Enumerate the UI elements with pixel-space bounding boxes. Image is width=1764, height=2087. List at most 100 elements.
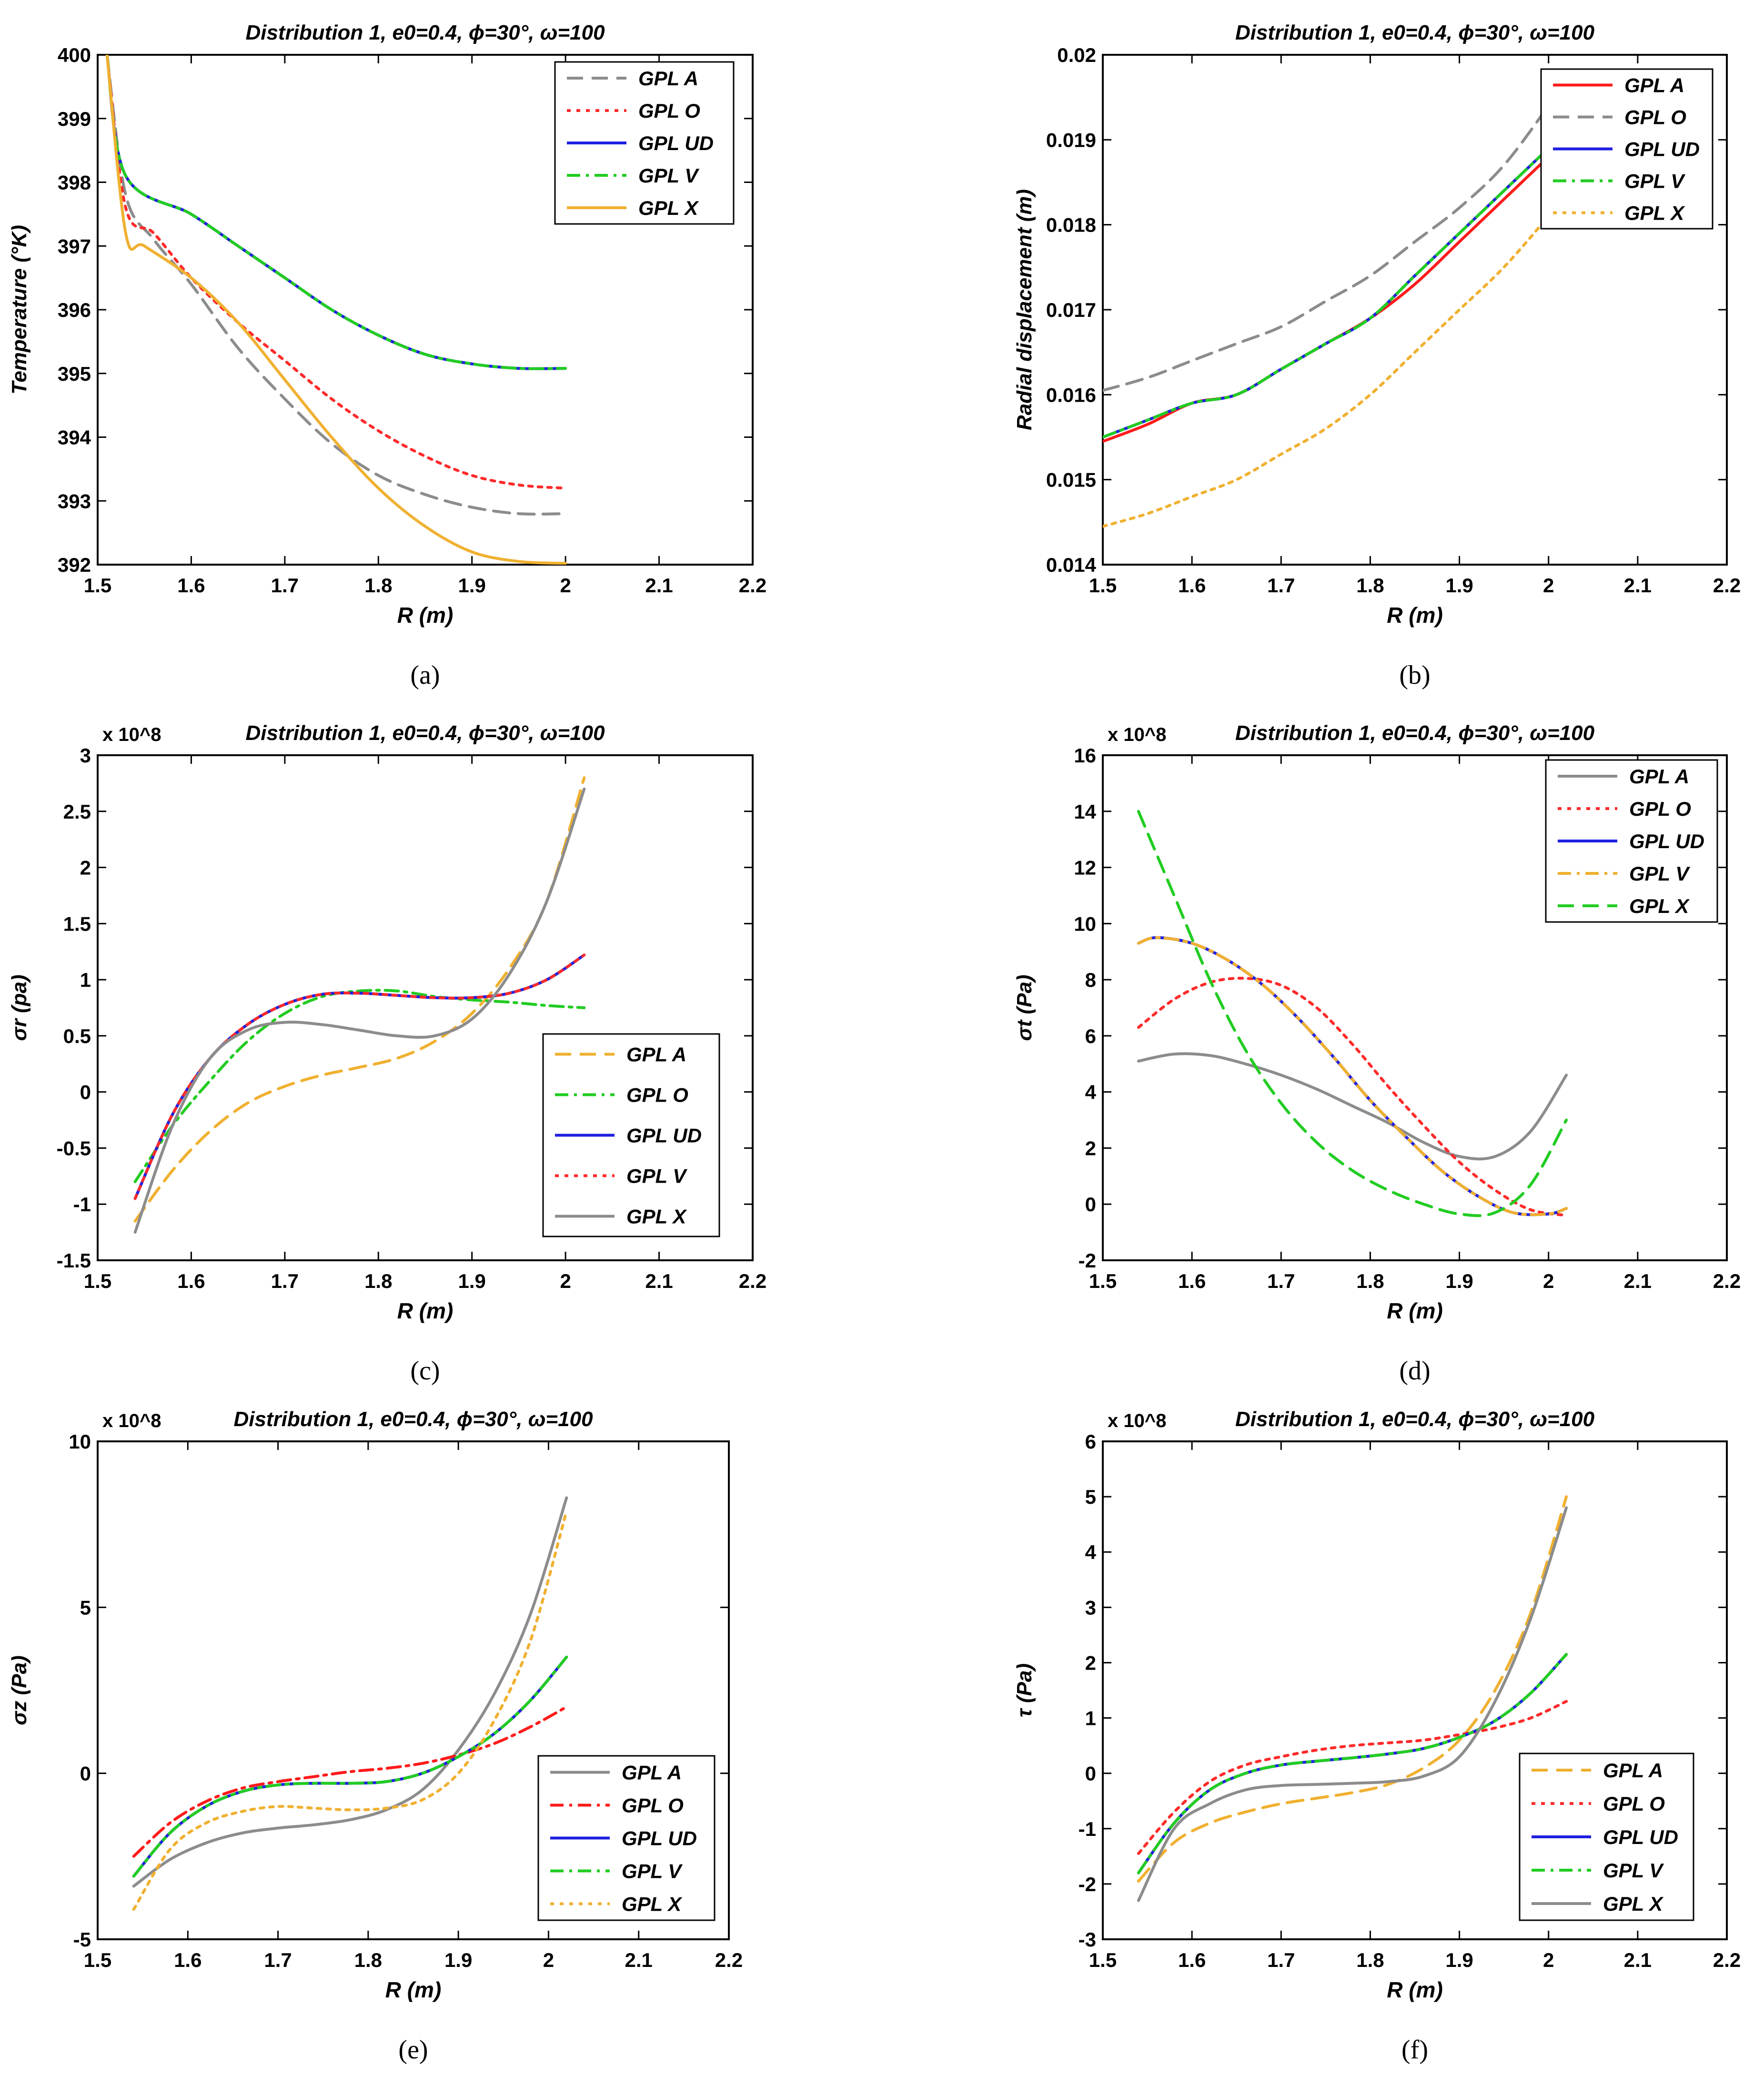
series-line-gpl-x xyxy=(1137,810,1568,1217)
x-axis-label: R (m) xyxy=(397,1298,454,1323)
x-tick-label: 1.6 xyxy=(177,1270,205,1292)
series-line-gpl-o xyxy=(105,55,567,490)
legend-entry: GPL UD xyxy=(1624,138,1700,161)
x-tick-label: 1.9 xyxy=(1445,1270,1473,1292)
legend-entry: GPL A xyxy=(626,1044,686,1066)
y-axis-label: Radial displacement (m) xyxy=(1013,189,1036,430)
y-tick-label: -3 xyxy=(1079,1928,1096,1951)
x-tick-label: 1.9 xyxy=(1445,1949,1473,1971)
x-tick-label: 1.6 xyxy=(1178,1949,1206,1971)
series-line-gpl-v xyxy=(1137,936,1568,1216)
y-tick-label: 0 xyxy=(1085,1193,1096,1216)
series-line-gpl-v xyxy=(105,55,567,370)
legend-entry: GPL O xyxy=(1629,798,1691,820)
x-axis-label: R (m) xyxy=(385,1977,442,2002)
y-tick-label: 0.014 xyxy=(1046,554,1097,576)
legend: GPL A GPL O GPL UD GPL V GPL X xyxy=(1519,1753,1694,1921)
y-tick-label: 0.015 xyxy=(1046,469,1096,491)
y-tick-label: 0.02 xyxy=(1057,44,1096,66)
x-tick-label: 2 xyxy=(1543,1949,1554,1971)
y-tick-label: 12 xyxy=(1074,857,1096,879)
y-tick-label: 399 xyxy=(58,108,91,130)
legend-entry: GPL X xyxy=(1624,202,1685,224)
y-tick-label: 16 xyxy=(1074,744,1096,767)
legend-entry: GPL V xyxy=(1629,862,1690,885)
legend: GPL A GPL O GPL UD GPL V GPL X xyxy=(537,1755,716,1921)
x-tick-label: 1.7 xyxy=(1267,1270,1295,1292)
x-tick-label: 1.9 xyxy=(458,574,486,597)
chart-panel-2: 1.5 1.6 1.7 1.8 1.9 2 2.1 2.2 0.014 0.015 0.016 0.0… xyxy=(1013,21,1741,690)
panel-caption: (d) xyxy=(1399,1356,1430,1386)
x-tick-label: 1.5 xyxy=(1089,574,1117,597)
x-tick-label: 1.5 xyxy=(84,1270,111,1292)
legend-entry: GPL X xyxy=(1603,1893,1664,1915)
panel-caption: (b) xyxy=(1399,660,1430,690)
y-tick-label: 394 xyxy=(58,426,91,449)
x-tick-label: 1.8 xyxy=(364,574,392,597)
legend-box xyxy=(554,61,735,225)
x-tick-label: 2.2 xyxy=(739,1270,766,1292)
y-tick-label: 0.019 xyxy=(1046,129,1096,151)
legend-entry: GPL V xyxy=(1603,1859,1664,1882)
series-line-gpl-v xyxy=(1137,1653,1568,1874)
chart-title: Distribution 1, e0=0.4, ϕ=30°, ω=100 xyxy=(245,21,605,44)
x-tick-label: 1.7 xyxy=(271,574,299,597)
y-tick-label: 5 xyxy=(80,1596,91,1619)
legend-entry: GPL X xyxy=(626,1206,687,1228)
axis-exponent: x 10^8 xyxy=(1108,1410,1166,1431)
series-line-gpl-x xyxy=(1137,1506,1568,1902)
legend-entry: GPL UD xyxy=(638,132,714,154)
x-tick-label: 1.8 xyxy=(354,1949,382,1971)
y-tick-label: 1.5 xyxy=(63,912,91,935)
legend-entry: GPL V xyxy=(626,1165,687,1187)
series-line-gpl-v xyxy=(132,1655,568,1878)
x-tick-label: 2 xyxy=(560,1270,571,1292)
chart-panel-5: 1.5 1.6 1.7 1.8 1.9 2 2.1 2.2 -5 0 5 10 x 10^8 Distri… xyxy=(8,1408,743,2065)
plot-frame xyxy=(1102,754,1728,1261)
y-axis-label: τ (Pa) xyxy=(1013,1663,1036,1717)
legend-entry: GPL UD xyxy=(622,1827,697,1850)
legend-entry: GPL V xyxy=(1624,170,1685,192)
x-tick-label: 1.6 xyxy=(174,1949,202,1971)
series-line-gpl-v xyxy=(1103,147,1550,439)
y-tick-label: -2 xyxy=(1079,1249,1096,1272)
legend-entry: GPL O xyxy=(1624,106,1686,129)
x-tick-label: 1.8 xyxy=(1356,1270,1384,1292)
series-line-gpl-o xyxy=(1137,1700,1568,1855)
panel-caption: (a) xyxy=(410,660,440,690)
x-tick-label: 2.2 xyxy=(1713,574,1741,597)
x-tick-label: 2.1 xyxy=(1624,1270,1652,1292)
y-tick-label: 4 xyxy=(1085,1541,1097,1563)
chart-panel-6: 1.5 1.6 1.7 1.8 1.9 2 2.1 2.2 -3 -2 -1 0 1 2 3 4 5 6 x 10^… xyxy=(1013,1408,1741,2065)
x-tick-label: 1.7 xyxy=(271,1270,299,1292)
chart-panel-3: 1.5 1.6 1.7 1.8 1.9 2 2.1 2.2 -1.5 -1 -0.5 0 0.5 1 1.5… xyxy=(8,721,766,1386)
x-axis-label: R (m) xyxy=(1387,603,1443,628)
legend-entry: GPL UD xyxy=(1629,830,1704,852)
y-tick-label: -1.5 xyxy=(57,1249,91,1272)
y-tick-label: 0 xyxy=(1085,1763,1096,1785)
legend-entry: GPL O xyxy=(626,1084,688,1106)
x-tick-label: 2 xyxy=(543,1949,554,1971)
legend: GPL A GPL O GPL UD GPL V GPL X xyxy=(542,1033,720,1237)
series-line-gpl-ud xyxy=(105,55,567,370)
y-tick-label: 10 xyxy=(1074,912,1096,935)
x-tick-label: 1.5 xyxy=(84,1949,111,1971)
y-tick-label: 2.5 xyxy=(63,800,91,823)
series-line-gpl-x xyxy=(1103,214,1550,528)
y-tick-label: 0.017 xyxy=(1046,299,1096,321)
x-tick-label: 1.7 xyxy=(264,1949,292,1971)
legend-entry: GPL X xyxy=(1629,895,1690,917)
y-tick-label: 3 xyxy=(80,744,91,767)
x-tick-label: 1.9 xyxy=(444,1949,472,1971)
plot-frame xyxy=(1102,1440,1728,1940)
legend-entry: GPL A xyxy=(622,1762,682,1784)
y-axis-label: σt (Pa) xyxy=(1013,974,1036,1041)
y-tick-label: 2 xyxy=(1085,1137,1096,1159)
x-tick-label: 1.7 xyxy=(1267,574,1295,597)
y-tick-label: 395 xyxy=(58,363,91,385)
y-tick-label: 0.016 xyxy=(1046,384,1096,406)
y-tick-label: -5 xyxy=(73,1928,91,1951)
x-tick-label: 2.2 xyxy=(1713,1949,1741,1971)
series-line-gpl-ud xyxy=(1103,147,1550,439)
chart-panel-1: 1.5 1.6 1.7 1.8 1.9 2 2.1 2.2 392 393 394 395 396 397… xyxy=(8,21,766,690)
